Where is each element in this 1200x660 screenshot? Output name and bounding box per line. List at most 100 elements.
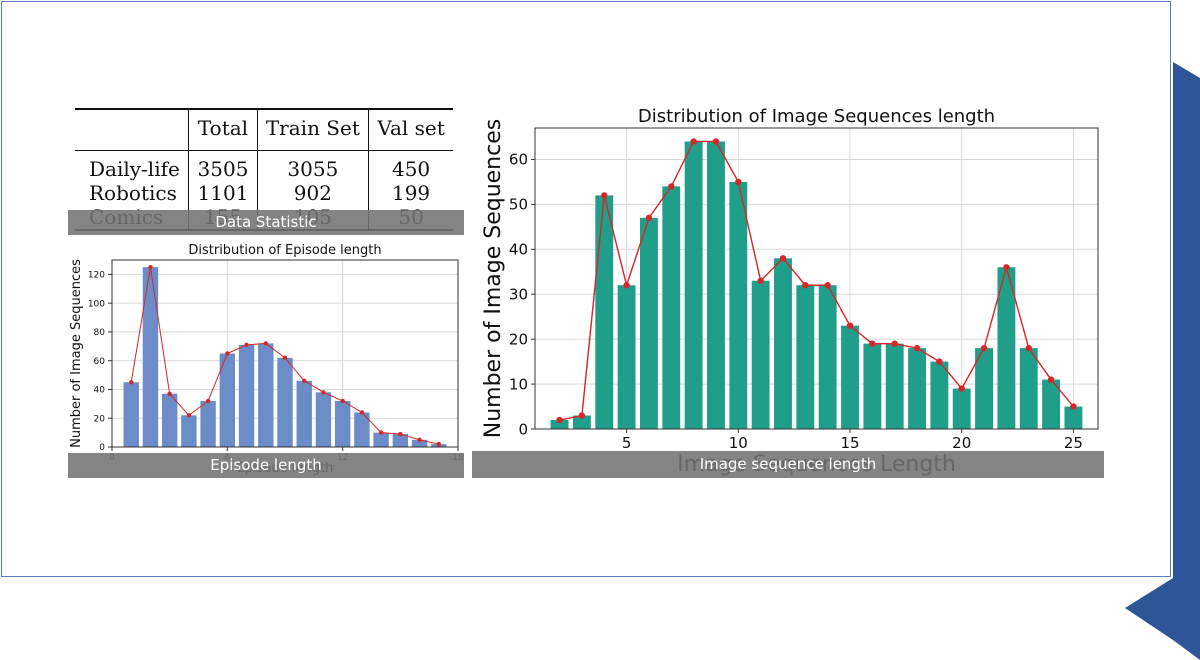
data-point (645, 214, 653, 222)
image-sequence-caption: Image sequence length (472, 451, 1104, 478)
cell-val: 450 (368, 150, 453, 181)
bar (774, 258, 792, 429)
bar (200, 400, 216, 447)
x-tick-label: 20 (952, 434, 971, 452)
table-row: Robotics 1101 902 199 (75, 181, 453, 205)
episode-caption: Episode length (68, 453, 464, 478)
bar (796, 285, 815, 429)
data-point (712, 138, 720, 145)
data-point (690, 138, 697, 145)
y-tick-label: 20 (94, 414, 106, 424)
bar (751, 280, 770, 429)
y-tick-label: 40 (509, 241, 528, 259)
y-tick-label: 120 (88, 271, 105, 281)
data-point (282, 355, 288, 361)
bar (123, 382, 139, 447)
x-tick-label: 25 (1064, 434, 1083, 452)
data-point (891, 340, 898, 347)
bar (729, 181, 748, 429)
table-header-row: Total Train Set Val set (75, 109, 453, 151)
table-header-total: Total (188, 109, 258, 151)
data-point (936, 358, 943, 365)
bar (952, 388, 971, 429)
data-point (129, 380, 134, 385)
y-tick-label: 100 (88, 299, 105, 309)
chart-title: Distribution of Image Sequences length (638, 106, 995, 127)
data-point (578, 412, 586, 419)
data-point (1070, 403, 1077, 410)
cell-train: 902 (256, 181, 369, 205)
data-point (735, 178, 742, 186)
bar (354, 412, 370, 447)
bar (315, 392, 332, 447)
bar (930, 361, 949, 429)
bar (818, 285, 837, 429)
y-tick-label: 50 (509, 196, 528, 214)
data-point (802, 282, 809, 289)
bar (550, 420, 569, 429)
data-point (913, 344, 921, 352)
y-tick-label: 60 (509, 151, 528, 169)
data-point (846, 322, 854, 329)
bar (334, 400, 351, 447)
data-point (601, 192, 608, 199)
plot-frame (111, 259, 459, 448)
bar (841, 325, 859, 429)
x-tick-label: 15 (840, 434, 859, 452)
table-caption: Data Statistic (68, 210, 464, 235)
bar (572, 415, 591, 429)
data-point (186, 413, 192, 418)
bar (707, 141, 725, 430)
bar (662, 186, 681, 429)
cell-val: 199 (368, 181, 453, 205)
bar (640, 217, 658, 429)
table-header-val: Val set (368, 109, 453, 151)
data-point (757, 277, 764, 284)
data-point (779, 255, 787, 262)
data-point (1003, 264, 1010, 271)
data-point (1047, 376, 1055, 383)
data-point (302, 378, 307, 384)
data-point (1025, 344, 1032, 352)
bar (258, 343, 274, 447)
y-tick-label: 30 (509, 285, 528, 303)
data-point (225, 351, 230, 356)
data-point (869, 340, 876, 347)
y-tick-label: 0 (99, 443, 105, 453)
bar (1042, 379, 1061, 429)
data-point (340, 398, 345, 404)
table-header-train: Train Set (256, 109, 369, 151)
y-tick-label: 10 (509, 375, 528, 393)
data-point (244, 342, 249, 348)
bar (684, 141, 703, 430)
bar (595, 195, 614, 429)
bar (296, 380, 312, 447)
bar (863, 343, 882, 429)
cell-total: 3505 (188, 150, 258, 181)
bar (885, 343, 904, 429)
y-tick-label: 80 (94, 328, 106, 338)
data-point (378, 430, 384, 435)
table-row: Daily-life 3505 3055 450 (75, 150, 453, 181)
bar (997, 267, 1016, 429)
bar (1064, 406, 1083, 429)
x-tick-label: 5 (622, 434, 632, 452)
data-point (359, 410, 365, 415)
data-point (148, 264, 153, 270)
bar (219, 353, 236, 447)
bar (908, 348, 926, 429)
data-point (824, 282, 831, 289)
bar (411, 439, 428, 447)
row-label: Daily-life (89, 157, 180, 181)
chart-title: Distribution of Episode length (188, 243, 381, 258)
data-point (167, 391, 172, 396)
trend-line (559, 140, 1074, 421)
bar (277, 357, 293, 447)
y-tick-label: 0 (518, 420, 528, 438)
bar (392, 434, 409, 447)
bar (181, 415, 197, 447)
bar (161, 393, 178, 447)
data-point (205, 398, 211, 404)
